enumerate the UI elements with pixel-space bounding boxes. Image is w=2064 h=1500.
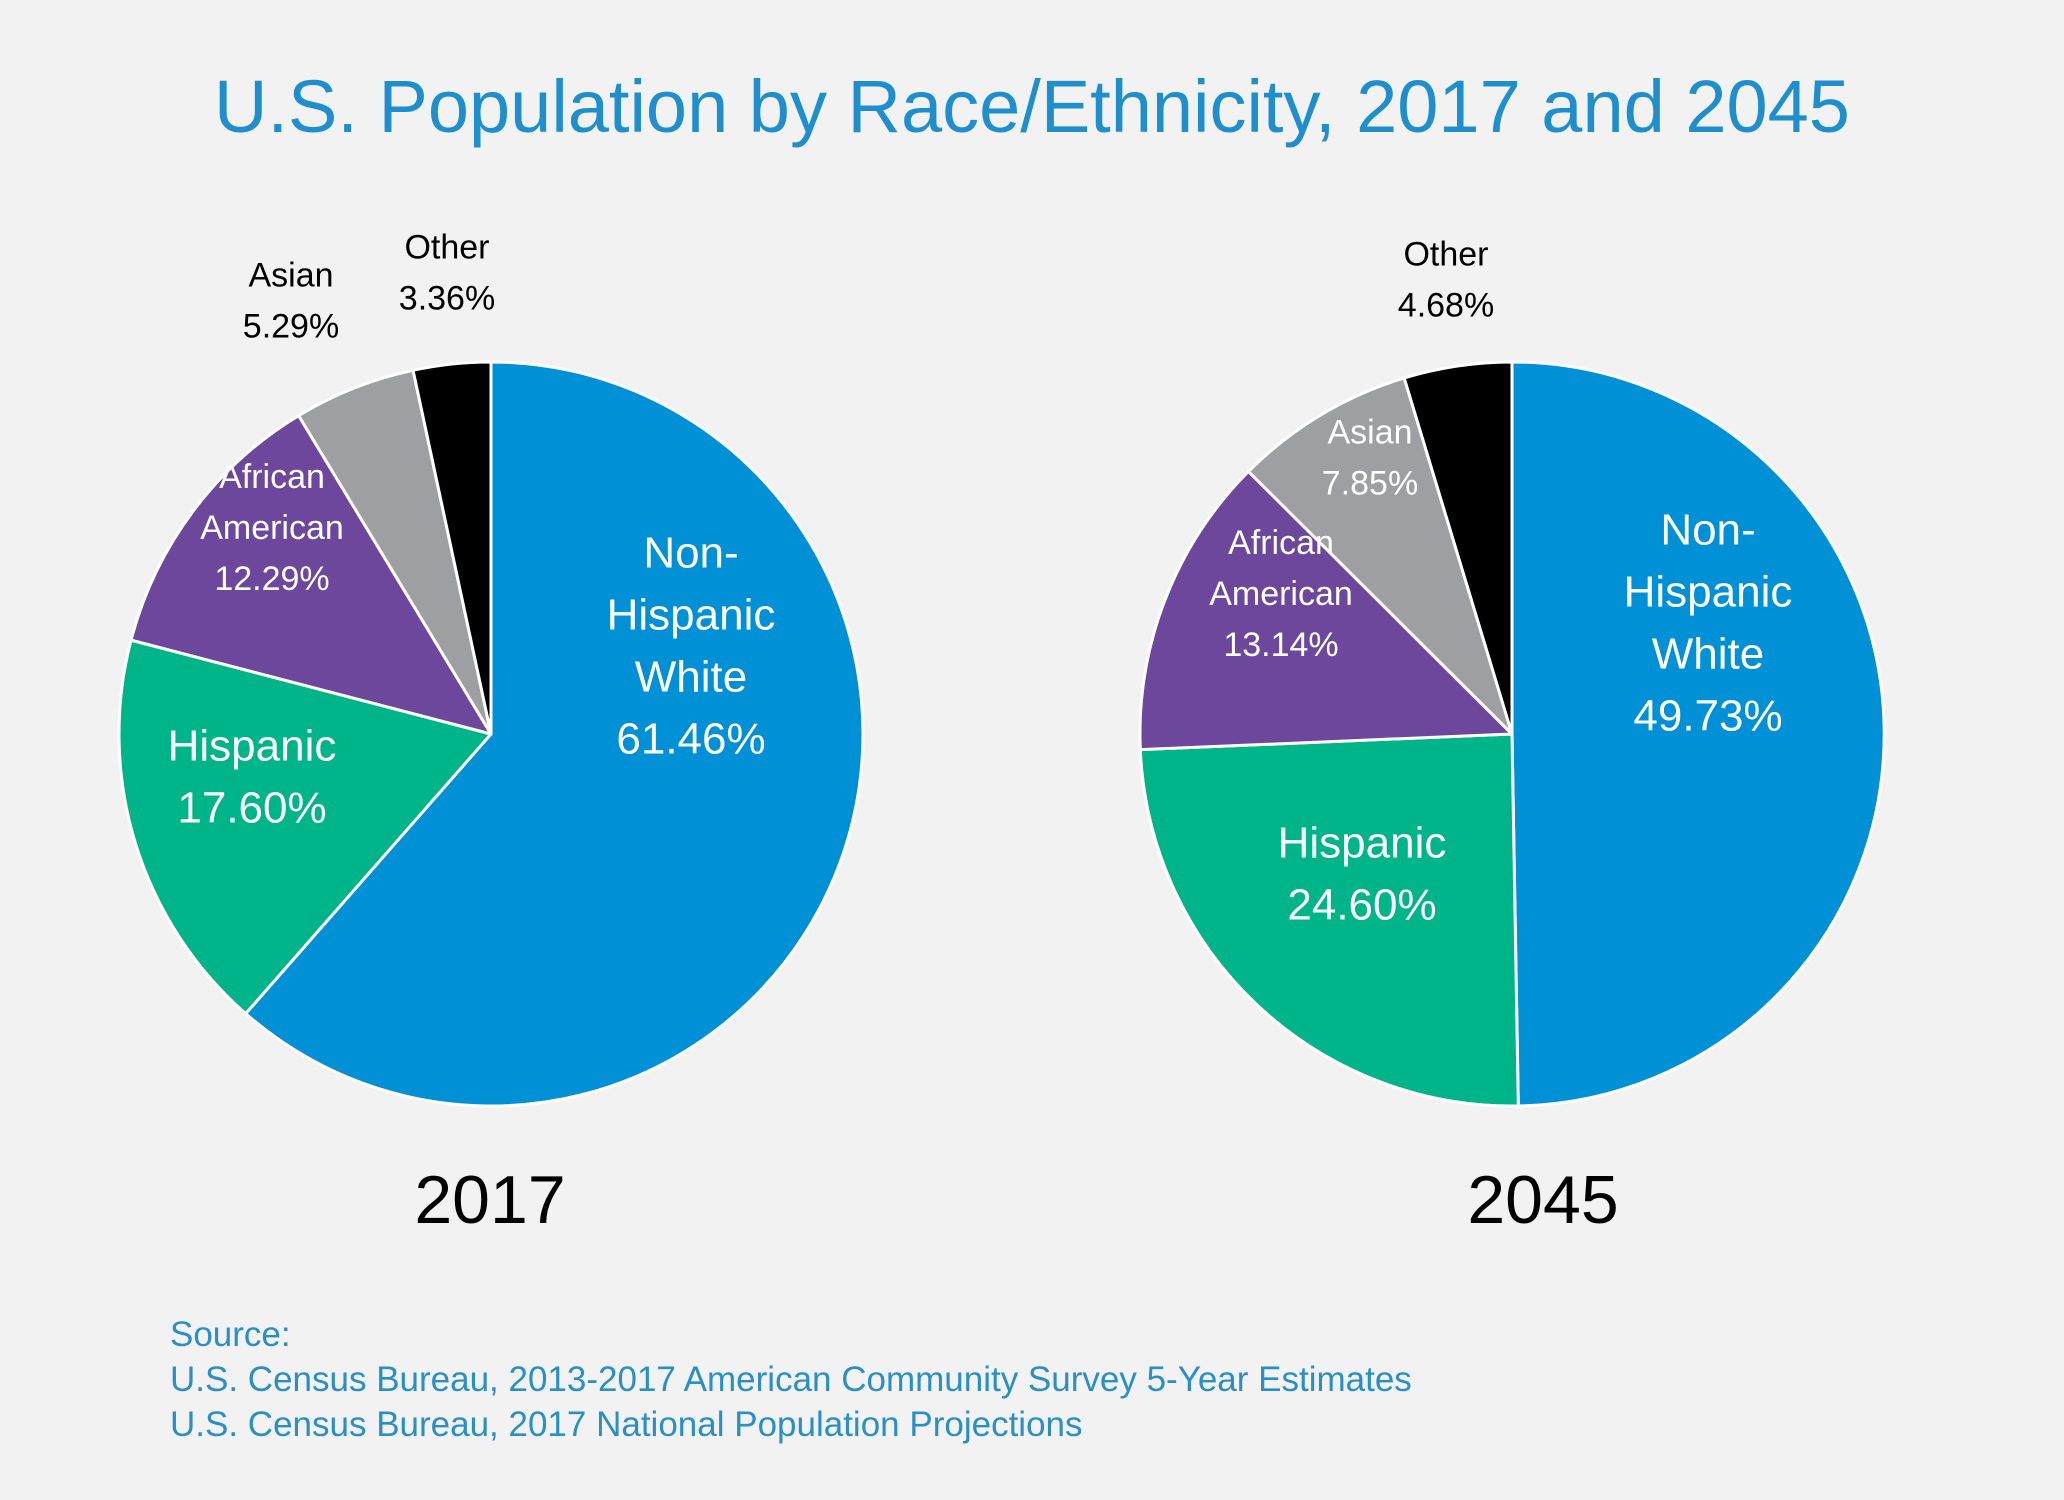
slice-name-label: American [1209,575,1353,613]
pie-2017-slice-hispanic [117,638,493,1016]
pie-2017-slice-african-american [129,414,493,736]
slice-value-label: 24.60% [1287,880,1436,929]
pie-2045-label-hispanic: Hispanic 24.60% [1278,818,1447,929]
slice-name-label: African [219,458,325,496]
source-heading: Source: [170,1315,291,1354]
pie-2045-slice-african-american [1138,469,1514,752]
slice-name-label: Asian [1327,413,1412,451]
slice-value-label: 17.60% [177,783,326,832]
slice-value-label: 4.68% [1398,286,1494,324]
pie-2045-label-asian: Asian 7.85% [1322,413,1418,502]
pie-2045-slice-non-hispanic-white [1510,360,1886,1108]
slice-name-label: Other [1403,235,1488,273]
pie-2017-slice-non-hispanic-white [244,360,865,1108]
source-note: Source: U.S. Census Bureau, 2013-2017 Am… [170,1312,1412,1447]
slice-name-label: White [1652,629,1764,678]
slice-value-label: 3.36% [399,279,495,317]
pie-2017-label-african-american: African American 12.29% [200,458,344,598]
pie-2045-slice-hispanic [1138,732,1520,1108]
pie-2017-label-non-hispanic-white: Non- Hispanic White 61.46% [607,528,776,763]
pie-2017-label-hispanic: Hispanic 17.60% [168,721,337,832]
pie-2017-slice-other [411,360,493,736]
slice-value-label: 49.73% [1633,691,1782,740]
pie-2045-label-african-american: African American 13.14% [1209,524,1353,664]
slice-value-label: 61.46% [616,714,765,763]
slice-value-label: 13.14% [1223,626,1338,664]
slice-value-label: 12.29% [214,560,329,598]
slice-name-label: Non- [643,528,738,577]
source-line-projections: U.S. Census Bureau, 2017 National Popula… [170,1405,1083,1444]
slice-name-label: Hispanic [1278,818,1447,867]
pie-2045-year-label: 2045 [1467,1162,1619,1238]
slice-name-label: Hispanic [1624,567,1793,616]
slice-name-label: White [635,652,747,701]
slice-name-label: African [1228,524,1334,562]
pie-2017-label-other: Other 3.36% [399,228,495,317]
pie-2017-year-label: 2017 [414,1162,566,1238]
slice-name-label: Asian [248,256,333,294]
pie-2045-label-other: Other 4.68% [1398,235,1494,324]
pie-2017: Non- Hispanic White 61.46% Hispanic 17.60% Afr… [117,228,865,1108]
pie-2017-label-asian: Asian 5.29% [243,256,339,345]
slice-name-label: American [200,509,344,547]
pie-2045-slice-other [1402,360,1514,736]
slice-value-label: 5.29% [243,307,339,345]
slice-name-label: Non- [1660,505,1755,554]
slice-name-label: Other [404,228,489,266]
slice-name-label: Hispanic [607,590,776,639]
pie-2045: Non- Hispanic White 49.73% Hispanic 24.60% Afr… [1138,235,1886,1108]
slice-value-label: 7.85% [1322,464,1418,502]
chart-title: U.S. Population by Race/Ethnicity, 2017 … [214,65,1850,148]
pie-2045-label-non-hispanic-white: Non- Hispanic White 49.73% [1624,505,1793,740]
pie-2045-slice-asian [1246,376,1514,736]
source-line-acs: U.S. Census Bureau, 2013-2017 American C… [170,1360,1412,1399]
slice-name-label: Hispanic [168,721,337,770]
